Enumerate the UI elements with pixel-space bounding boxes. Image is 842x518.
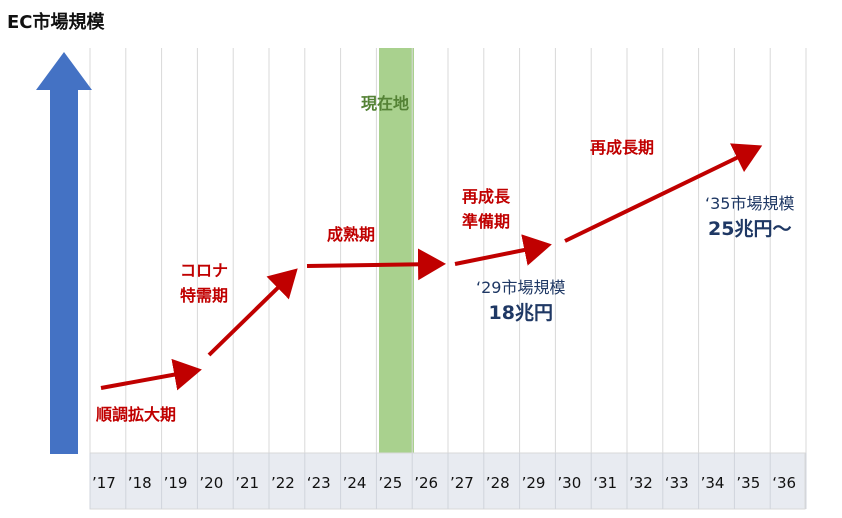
year-label: ’18 bbox=[127, 474, 152, 492]
current-band bbox=[379, 48, 414, 453]
year-label: ‘23 bbox=[306, 474, 331, 492]
year-label: ’24 bbox=[342, 474, 367, 492]
year-label: ’26 bbox=[414, 474, 439, 492]
year-label: ’35 bbox=[736, 474, 761, 492]
year-label: ’28 bbox=[485, 474, 510, 492]
phase-steady-growth: 順調拡大期 bbox=[96, 405, 177, 424]
chart-title: EC市場規模 bbox=[7, 12, 105, 33]
market-2035-label: ‘35市場規模 bbox=[705, 194, 795, 213]
grid-lines bbox=[89, 48, 807, 453]
year-label: ’25 bbox=[378, 474, 403, 492]
current-marker-label: 現在地 bbox=[361, 94, 410, 113]
trend-arrow-2 bbox=[207, 268, 298, 357]
phase-corona-demand: コロナ 特需期 bbox=[180, 261, 229, 305]
trend-arrow-1 bbox=[100, 358, 202, 391]
year-label: ’29 bbox=[521, 474, 546, 492]
year-label: ’17 bbox=[92, 474, 116, 492]
phase-regrowth: 再成長期 bbox=[590, 138, 655, 157]
market-2029-label: ‘29市場規模 bbox=[476, 278, 566, 297]
phase-mature: 成熟期 bbox=[327, 225, 376, 244]
market-2035: ‘35市場規模 25兆円～ bbox=[705, 190, 794, 241]
year-label: ’21 bbox=[235, 474, 260, 492]
year-label: ’27 bbox=[450, 474, 474, 492]
year-label: ’19 bbox=[163, 474, 188, 492]
trend-arrow-4 bbox=[454, 234, 552, 266]
year-label: ‘31 bbox=[593, 474, 618, 492]
year-label: ’22 bbox=[271, 474, 295, 492]
year-label: ’32 bbox=[629, 474, 653, 492]
market-2029: ‘29市場規模 18兆円 bbox=[476, 274, 565, 325]
market-2035-value: 25兆円～ bbox=[708, 218, 792, 240]
year-label: ’20 bbox=[199, 474, 224, 492]
year-label: ‘36 bbox=[772, 474, 797, 492]
year-label: ‘33 bbox=[664, 474, 689, 492]
phase-regrowth-prep: 再成長 準備期 bbox=[462, 187, 511, 231]
year-label: ’30 bbox=[557, 474, 582, 492]
market-2029-value: 18兆円 bbox=[488, 302, 553, 324]
market-growth-arrow-icon bbox=[36, 52, 92, 454]
trend-arrow-5 bbox=[564, 143, 763, 243]
year-label: ’34 bbox=[700, 474, 725, 492]
trend-arrow-3 bbox=[306, 248, 446, 281]
